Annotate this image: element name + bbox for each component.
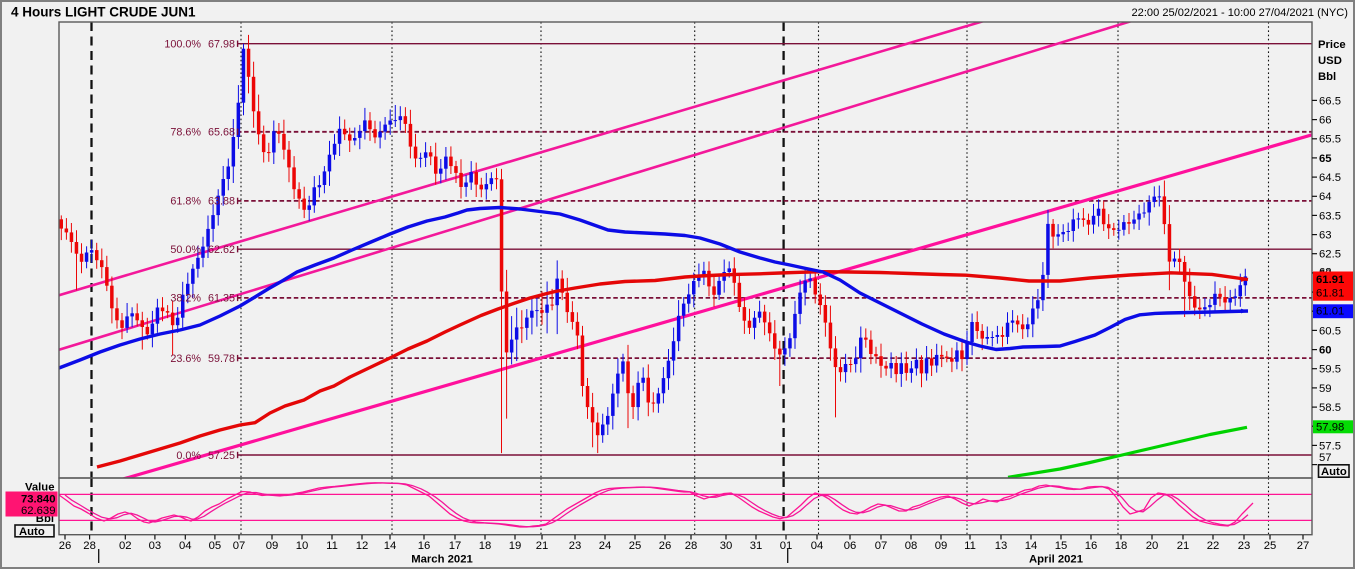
svg-text:USD: USD: [1318, 55, 1342, 67]
svg-text:April 2021: April 2021: [1029, 554, 1083, 566]
svg-text:60: 60: [1319, 345, 1332, 357]
svg-text:23: 23: [1238, 540, 1251, 552]
svg-text:07: 07: [875, 540, 888, 552]
svg-text:16: 16: [418, 540, 431, 552]
svg-text:11: 11: [326, 540, 338, 552]
svg-text:59.5: 59.5: [1319, 364, 1341, 376]
svg-text:57: 57: [1319, 452, 1332, 464]
svg-text:4 Hours LIGHT CRUDE JUN1: 4 Hours LIGHT CRUDE JUN1: [11, 5, 196, 20]
svg-text:23.6%: 23.6%: [170, 353, 201, 365]
svg-text:18: 18: [479, 540, 492, 552]
svg-text:23: 23: [569, 540, 582, 552]
svg-text:100.0%: 100.0%: [164, 39, 201, 51]
svg-text:67.98: 67.98: [208, 39, 235, 51]
svg-text:08: 08: [905, 540, 918, 552]
svg-text:65: 65: [1319, 153, 1332, 165]
svg-text:61.01: 61.01: [1316, 306, 1344, 318]
svg-text:57.25: 57.25: [208, 450, 235, 462]
svg-text:14: 14: [384, 540, 397, 552]
svg-text:62.62: 62.62: [208, 244, 235, 256]
svg-text:01: 01: [780, 540, 793, 552]
svg-text:27: 27: [1297, 540, 1310, 552]
svg-text:11: 11: [964, 540, 976, 552]
svg-text:02: 02: [119, 540, 132, 552]
svg-text:65.5: 65.5: [1319, 134, 1341, 146]
svg-text:28: 28: [685, 540, 698, 552]
svg-text:63: 63: [1319, 230, 1332, 242]
svg-text:63.5: 63.5: [1319, 210, 1341, 222]
svg-text:05: 05: [209, 540, 222, 552]
svg-text:24: 24: [599, 540, 612, 552]
svg-text:Bbl: Bbl: [1318, 71, 1336, 83]
svg-text:09: 09: [266, 540, 279, 552]
svg-text:March 2021: March 2021: [411, 554, 473, 566]
svg-text:25: 25: [629, 540, 642, 552]
svg-text:62.639: 62.639: [21, 505, 56, 517]
svg-text:15: 15: [1055, 540, 1068, 552]
svg-text:66: 66: [1319, 115, 1332, 127]
svg-text:73.840: 73.840: [21, 493, 56, 505]
svg-text:28: 28: [83, 540, 96, 552]
svg-text:03: 03: [149, 540, 162, 552]
svg-text:21: 21: [536, 540, 549, 552]
svg-text:65.68: 65.68: [208, 127, 235, 139]
svg-text:22: 22: [1207, 540, 1220, 552]
svg-text:06: 06: [844, 540, 857, 552]
svg-text:26: 26: [59, 540, 72, 552]
svg-text:61.35: 61.35: [208, 293, 235, 305]
svg-text:58.5: 58.5: [1319, 402, 1341, 414]
svg-text:30: 30: [720, 540, 733, 552]
svg-text:20: 20: [1146, 540, 1159, 552]
svg-text:25: 25: [1264, 540, 1277, 552]
svg-text:10: 10: [296, 540, 309, 552]
svg-text:78.6%: 78.6%: [170, 127, 201, 139]
svg-text:64: 64: [1319, 191, 1332, 203]
svg-text:07: 07: [233, 540, 246, 552]
svg-text:38.2%: 38.2%: [170, 293, 201, 305]
svg-text:61.91: 61.91: [1316, 274, 1344, 286]
svg-text:Value: Value: [25, 481, 55, 493]
svg-text:19: 19: [509, 540, 522, 552]
svg-text:57.98: 57.98: [1316, 421, 1344, 433]
svg-text:04: 04: [179, 540, 192, 552]
svg-text:17: 17: [449, 540, 462, 552]
svg-text:60.5: 60.5: [1319, 325, 1341, 337]
svg-text:Price: Price: [1318, 39, 1346, 51]
svg-text:50.0%: 50.0%: [170, 244, 201, 256]
svg-text:16: 16: [1085, 540, 1098, 552]
svg-text:59.78: 59.78: [208, 353, 235, 365]
svg-text:63.88: 63.88: [208, 196, 235, 208]
svg-text:13: 13: [995, 540, 1008, 552]
svg-text:21: 21: [1177, 540, 1190, 552]
svg-text:Auto: Auto: [19, 526, 45, 538]
svg-text:31: 31: [750, 540, 763, 552]
svg-text:61.8%: 61.8%: [170, 196, 201, 208]
svg-text:22:00 25/02/2021 - 10:00 27/04: 22:00 25/02/2021 - 10:00 27/04/2021 (NYC…: [1132, 7, 1349, 19]
svg-text:0.0%: 0.0%: [176, 450, 201, 462]
svg-text:14: 14: [1025, 540, 1038, 552]
svg-text:18: 18: [1115, 540, 1128, 552]
svg-text:57.5: 57.5: [1319, 440, 1341, 452]
svg-text:66.5: 66.5: [1319, 95, 1341, 107]
svg-text:09: 09: [935, 540, 948, 552]
svg-text:64.5: 64.5: [1319, 172, 1341, 184]
svg-text:04: 04: [811, 540, 824, 552]
svg-text:61.81: 61.81: [1316, 288, 1344, 300]
svg-text:62.5: 62.5: [1319, 249, 1341, 261]
svg-text:26: 26: [659, 540, 672, 552]
svg-text:12: 12: [356, 540, 369, 552]
svg-text:Auto: Auto: [1321, 466, 1347, 478]
svg-text:59: 59: [1319, 383, 1332, 395]
